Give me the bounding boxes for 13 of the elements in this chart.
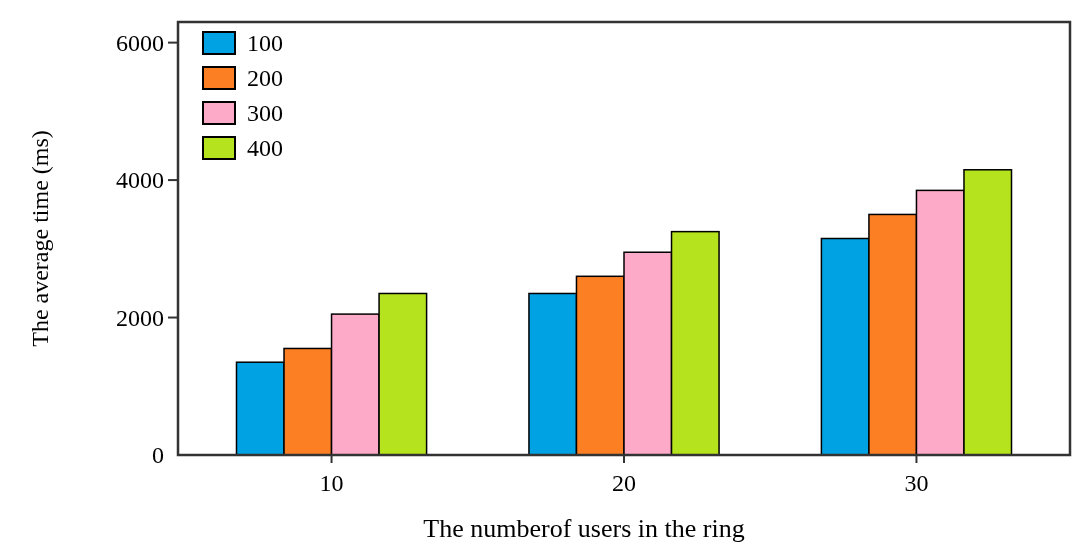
x-tick-label: 20 (612, 470, 636, 496)
y-axis-title: The average time (ms) (27, 130, 53, 347)
y-tick-label: 6000 (116, 30, 164, 57)
y-tick-label: 0 (152, 442, 164, 469)
legend-label: 200 (247, 65, 283, 92)
y-tick-label: 4000 (116, 167, 164, 194)
y-tick-label: 2000 (116, 304, 164, 331)
x-tick-label: 30 (904, 470, 929, 496)
legend-label: 100 (247, 30, 283, 57)
legend-label: 300 (247, 100, 283, 127)
x-tick-label: 10 (319, 470, 344, 496)
legend-label: 400 (247, 135, 283, 162)
x-axis-title: The numberof users in the ring (423, 514, 745, 543)
